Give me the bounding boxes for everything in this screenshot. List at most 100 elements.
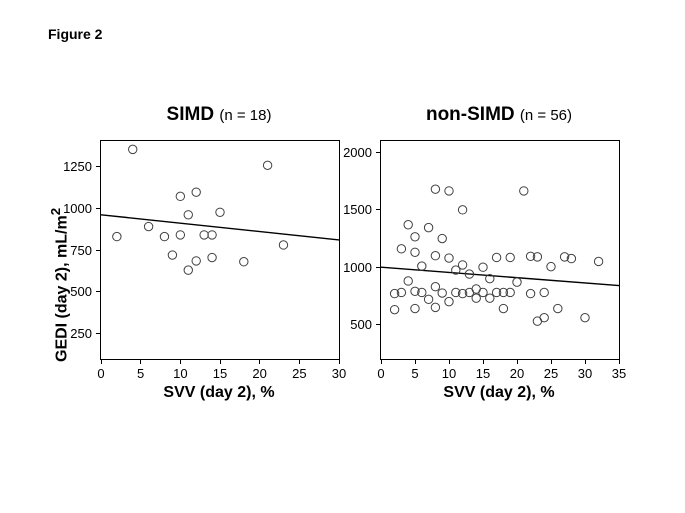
x-tick <box>220 359 221 364</box>
data-point <box>208 231 216 239</box>
x-tick <box>585 359 586 364</box>
trend-line <box>381 267 619 285</box>
x-tick-label: 0 <box>89 366 113 381</box>
y-tick <box>376 152 381 153</box>
panel-b-title: non-SIMD (n = 56) <box>380 104 618 126</box>
data-point <box>594 257 602 265</box>
x-tick <box>619 359 620 364</box>
trend-line <box>101 215 339 240</box>
panel-b-plot: 05101520253035500100015002000 <box>380 140 620 360</box>
data-point <box>513 278 521 286</box>
data-point <box>168 251 176 259</box>
data-point <box>506 253 514 261</box>
data-point <box>263 161 271 169</box>
y-tick <box>96 291 101 292</box>
x-tick-label: 5 <box>129 366 153 381</box>
x-tick <box>517 359 518 364</box>
x-tick-label: 15 <box>208 366 232 381</box>
data-point <box>540 313 548 321</box>
data-point <box>424 223 432 231</box>
x-tick-label: 5 <box>403 366 427 381</box>
data-point <box>479 288 487 296</box>
y-tick-label: 500 <box>52 284 92 299</box>
y-tick-label: 1250 <box>52 159 92 174</box>
data-point <box>445 297 453 305</box>
y-tick-label: 1000 <box>52 201 92 216</box>
y-tick <box>96 166 101 167</box>
x-tick-label: 0 <box>369 366 393 381</box>
y-tick-label: 2000 <box>332 145 372 160</box>
figure-label: Figure 2 <box>48 26 102 42</box>
x-tick-label: 10 <box>168 366 192 381</box>
x-tick-label: 25 <box>287 366 311 381</box>
y-tick <box>376 267 381 268</box>
x-tick-label: 15 <box>471 366 495 381</box>
x-tick <box>449 359 450 364</box>
data-point <box>192 188 200 196</box>
y-tick <box>376 324 381 325</box>
panel-a-title-sub: (n = 18) <box>219 107 271 124</box>
data-point <box>438 234 446 242</box>
x-tick <box>381 359 382 364</box>
data-point <box>390 305 398 313</box>
x-tick <box>551 359 552 364</box>
x-tick <box>180 359 181 364</box>
data-point <box>411 233 419 241</box>
data-point <box>176 231 184 239</box>
data-point <box>397 245 405 253</box>
x-tick-label: 30 <box>327 366 351 381</box>
panel-a-title: SIMD (n = 18) <box>100 104 338 126</box>
data-point <box>216 208 224 216</box>
data-point <box>176 192 184 200</box>
x-tick-label: 35 <box>607 366 631 381</box>
panel-b-title-sub: (n = 56) <box>520 107 572 124</box>
x-tick <box>299 359 300 364</box>
data-point <box>431 283 439 291</box>
x-tick <box>140 359 141 364</box>
data-point <box>113 232 121 240</box>
data-point <box>411 304 419 312</box>
y-tick-label: 1000 <box>332 260 372 275</box>
data-point <box>486 294 494 302</box>
data-point <box>418 262 426 270</box>
data-point <box>431 252 439 260</box>
panel-a-title-main: SIMD <box>167 104 220 125</box>
y-tick <box>96 333 101 334</box>
panel-a-x-axis-label: SVV (day 2), % <box>100 384 338 402</box>
data-point <box>554 304 562 312</box>
y-tick-label: 500 <box>332 317 372 332</box>
data-point <box>160 232 168 240</box>
data-point <box>192 257 200 265</box>
data-point <box>438 289 446 297</box>
data-point <box>547 262 555 270</box>
data-point <box>472 294 480 302</box>
y-tick <box>376 209 381 210</box>
data-point <box>208 253 216 261</box>
data-point <box>526 289 534 297</box>
data-point <box>184 211 192 219</box>
x-tick <box>483 359 484 364</box>
data-point <box>184 266 192 274</box>
panel-a-plot: 05101520253025050075010001250 <box>100 140 340 360</box>
data-point <box>445 187 453 195</box>
plot-svg <box>101 141 339 359</box>
x-tick-label: 20 <box>505 366 529 381</box>
data-point <box>411 248 419 256</box>
x-tick-label: 25 <box>539 366 563 381</box>
data-point <box>581 313 589 321</box>
data-point <box>431 185 439 193</box>
x-tick <box>259 359 260 364</box>
data-point <box>144 222 152 230</box>
x-tick-label: 10 <box>437 366 461 381</box>
data-point <box>404 277 412 285</box>
x-tick <box>415 359 416 364</box>
x-tick <box>101 359 102 364</box>
data-point <box>492 253 500 261</box>
data-point <box>279 241 287 249</box>
x-tick <box>339 359 340 364</box>
x-tick-label: 30 <box>573 366 597 381</box>
data-point <box>479 263 487 271</box>
data-point <box>445 254 453 262</box>
y-tick <box>96 208 101 209</box>
data-point <box>404 221 412 229</box>
